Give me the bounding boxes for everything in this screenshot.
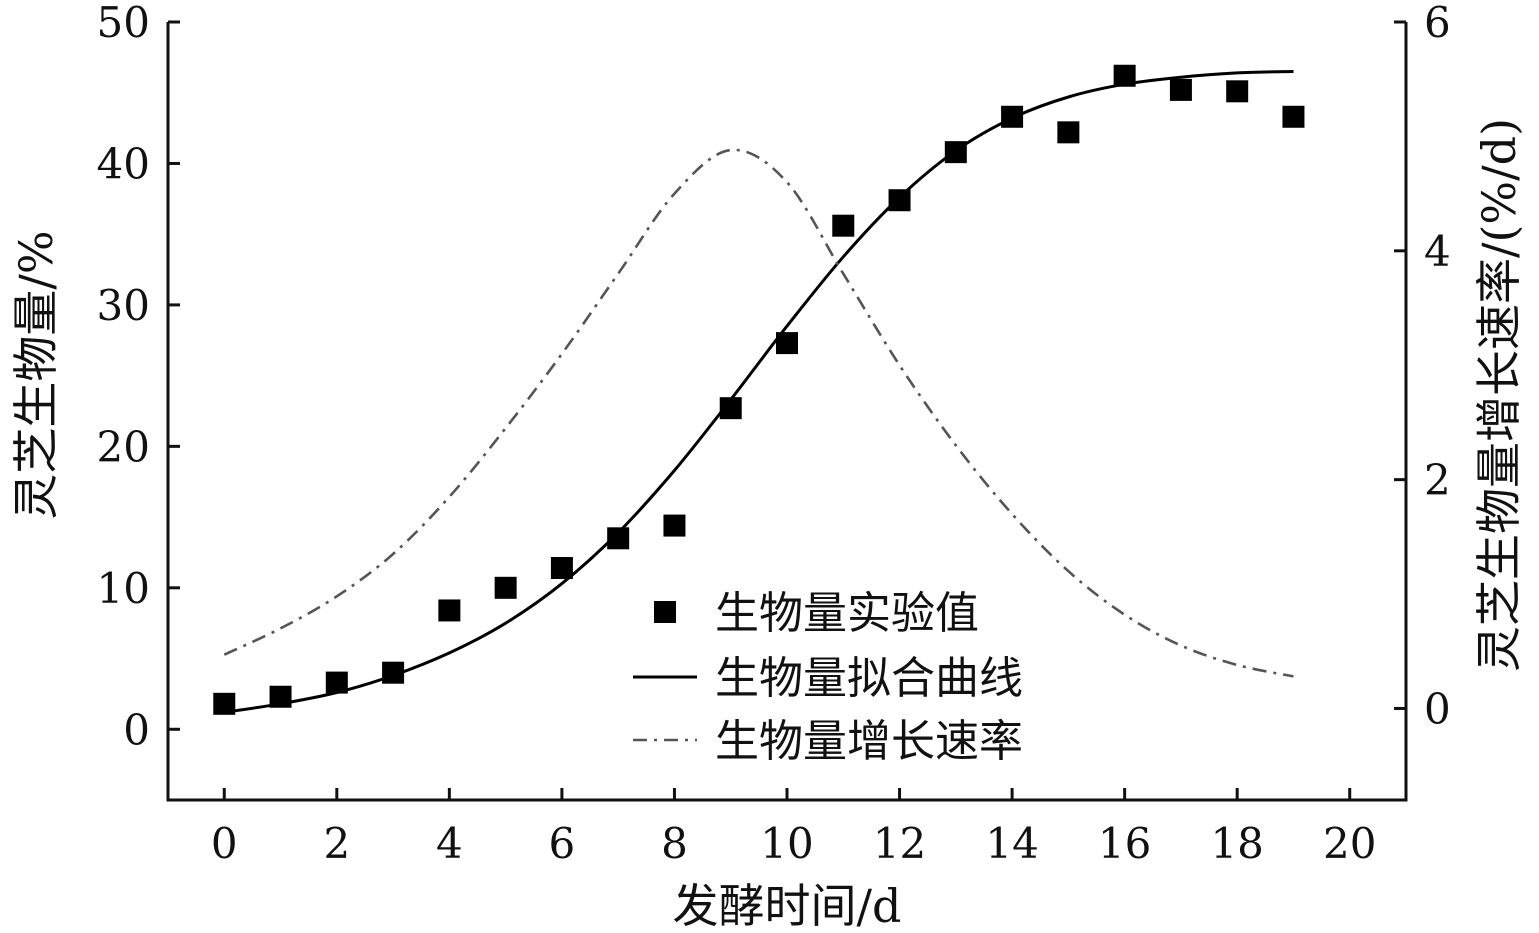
data-point-marker bbox=[776, 332, 798, 355]
x-tick-label: 2 bbox=[323, 819, 350, 868]
data-point-marker bbox=[888, 189, 911, 212]
left-y-tick-label: 0 bbox=[123, 705, 150, 754]
data-point-marker bbox=[494, 576, 517, 599]
x-tick-label: 4 bbox=[436, 819, 463, 868]
right-y-axis-ticks: 0 2 4 6 bbox=[1394, 0, 1451, 733]
data-point-marker bbox=[213, 692, 236, 715]
data-point-marker bbox=[1169, 78, 1192, 101]
fit-curve-line bbox=[224, 70, 1294, 714]
left-y-tick-label: 50 bbox=[97, 0, 150, 47]
right-y-tick-label: 2 bbox=[1424, 456, 1451, 505]
data-point-marker bbox=[269, 685, 292, 708]
right-y-axis-title: 灵芝生物量增长速率/(%/d) bbox=[1472, 118, 1526, 672]
legend-label: 生物量拟合曲线 bbox=[715, 653, 1023, 704]
x-tick-label: 6 bbox=[549, 819, 576, 868]
x-tick-label: 8 bbox=[661, 819, 688, 868]
x-tick-label: 18 bbox=[1210, 819, 1263, 868]
legend-marker-square bbox=[654, 601, 676, 623]
data-point-marker bbox=[438, 599, 461, 622]
x-tick-label: 12 bbox=[873, 819, 926, 868]
data-point-marker bbox=[663, 514, 686, 537]
x-tick-label: 14 bbox=[985, 819, 1038, 868]
left-y-tick-label: 20 bbox=[97, 422, 150, 471]
data-point-marker bbox=[944, 141, 967, 164]
data-point-marker bbox=[607, 527, 630, 550]
left-y-tick-label: 30 bbox=[97, 281, 150, 330]
x-tick-label: 10 bbox=[760, 819, 813, 868]
data-point-marker bbox=[1282, 105, 1305, 128]
x-tick-label: 20 bbox=[1323, 819, 1376, 868]
series-layer bbox=[213, 64, 1305, 715]
x-axis-title: 发酵时间/d bbox=[673, 879, 902, 933]
legend-label: 生物量增长速率 bbox=[715, 716, 1023, 767]
data-point-marker bbox=[1226, 80, 1249, 103]
x-axis-ticks: 0 2 4 6 8 10 12 14 16 18 20 bbox=[211, 788, 1376, 868]
data-point-marker bbox=[325, 671, 348, 694]
data-point-marker bbox=[832, 214, 855, 237]
data-point-marker bbox=[550, 557, 573, 580]
right-y-tick-label: 4 bbox=[1424, 227, 1451, 276]
left-y-tick-label: 40 bbox=[97, 139, 150, 188]
data-point-marker bbox=[1113, 64, 1136, 87]
left-y-tick-label: 10 bbox=[97, 564, 150, 613]
data-point-marker bbox=[1001, 105, 1024, 128]
data-point-marker bbox=[382, 661, 405, 684]
data-point-marker bbox=[719, 397, 742, 420]
right-y-tick-label: 6 bbox=[1424, 0, 1451, 47]
x-tick-label: 16 bbox=[1098, 819, 1151, 868]
x-tick-label: 0 bbox=[211, 819, 238, 868]
left-y-axis-ticks: 0 10 20 30 40 50 bbox=[97, 0, 180, 754]
legend-label: 生物量实验值 bbox=[715, 588, 979, 639]
growth-rate-line bbox=[223, 148, 1294, 678]
right-y-tick-label: 0 bbox=[1424, 684, 1451, 733]
left-y-axis-title: 灵芝生物量/% bbox=[9, 230, 63, 519]
data-point-marker bbox=[1057, 121, 1080, 144]
